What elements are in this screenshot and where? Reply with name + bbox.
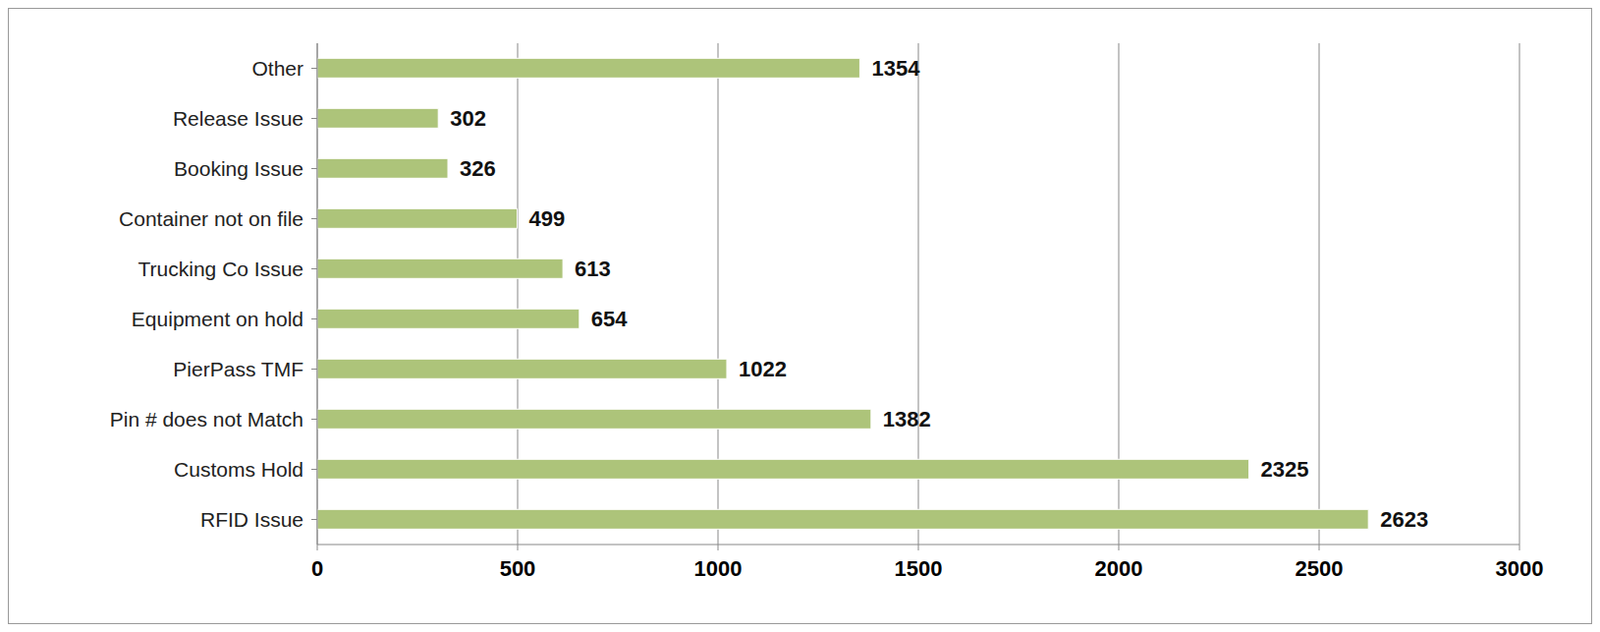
svg-text:Pin # does not Match: Pin # does not Match (110, 407, 304, 431)
svg-text:Release Issue: Release Issue (172, 107, 304, 130)
svg-text:Other: Other (251, 56, 304, 80)
svg-text:500: 500 (499, 555, 537, 581)
svg-text:3000: 3000 (1495, 555, 1545, 581)
svg-text:PierPass TMF: PierPass TMF (172, 357, 304, 381)
svg-text:RFID Issue: RFID Issue (200, 507, 304, 531)
svg-text:1500: 1500 (894, 555, 943, 581)
svg-text:1354: 1354 (871, 55, 921, 81)
svg-text:Trucking Co Issue: Trucking Co Issue (138, 257, 304, 280)
svg-text:1000: 1000 (694, 555, 743, 581)
svg-text:499: 499 (529, 206, 566, 231)
svg-text:2500: 2500 (1295, 555, 1344, 581)
svg-text:2325: 2325 (1261, 456, 1310, 482)
svg-text:0: 0 (311, 555, 324, 581)
svg-text:2000: 2000 (1095, 555, 1144, 581)
svg-text:613: 613 (574, 256, 611, 281)
svg-text:1022: 1022 (738, 356, 787, 382)
svg-text:Customs Hold: Customs Hold (173, 457, 304, 481)
svg-text:1382: 1382 (882, 406, 932, 432)
svg-text:302: 302 (449, 106, 487, 131)
svg-text:326: 326 (459, 156, 497, 181)
svg-text:Booking Issue: Booking Issue (173, 157, 304, 180)
svg-text:654: 654 (591, 306, 628, 332)
svg-text:Equipment on hold: Equipment on hold (131, 307, 304, 331)
svg-text:Container not on file: Container not on file (118, 207, 304, 230)
svg-text:2623: 2623 (1379, 506, 1429, 532)
